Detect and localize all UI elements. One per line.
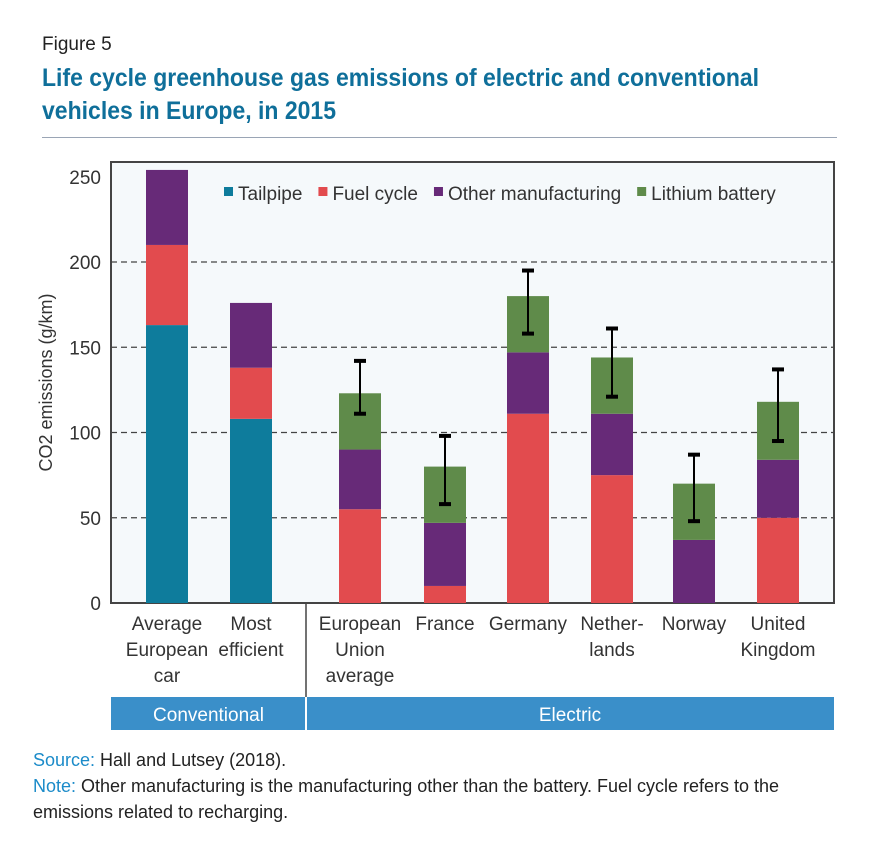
y-axis-label: CO2 emissions (g/km) bbox=[36, 293, 56, 471]
bar-other-manufacturing bbox=[591, 413, 633, 476]
error-bar-cap bbox=[606, 326, 618, 331]
legend-item: Tailpipe bbox=[238, 184, 302, 205]
bar-fuel-cycle bbox=[424, 585, 466, 603]
bar-fuel-cycle bbox=[507, 413, 549, 603]
bar-fuel-cycle bbox=[591, 475, 633, 603]
group-label-electric: Electric bbox=[539, 705, 601, 726]
category-label: Kingdom bbox=[741, 640, 816, 661]
y-tick-label: 50 bbox=[80, 509, 101, 530]
bar-other-manufacturing bbox=[339, 449, 381, 510]
error-bar-cap bbox=[772, 439, 784, 444]
category-label: car bbox=[154, 666, 181, 687]
group-band bbox=[111, 697, 834, 730]
y-tick-label: 150 bbox=[69, 338, 101, 359]
category-label: average bbox=[326, 666, 395, 687]
error-bar-cap bbox=[688, 452, 700, 457]
category-label: lands bbox=[589, 640, 634, 661]
error-bar-cap bbox=[606, 394, 618, 399]
bar-other-manufacturing bbox=[230, 302, 272, 368]
y-tick-label: 250 bbox=[69, 168, 101, 189]
y-tick-label: 100 bbox=[69, 424, 101, 445]
category-label: efficient bbox=[218, 640, 284, 661]
bar-fuel-cycle bbox=[757, 517, 799, 603]
legend-swatch bbox=[433, 187, 443, 196]
category-label: United bbox=[751, 614, 806, 635]
category-label: European bbox=[126, 640, 208, 661]
legend-swatch bbox=[318, 187, 328, 196]
figure-title: Life cycle greenhouse gas emissions of e… bbox=[42, 64, 760, 125]
error-bar-cap bbox=[439, 433, 451, 438]
category-label: Union bbox=[335, 640, 385, 661]
error-bar-cap bbox=[688, 519, 700, 524]
bar-fuel-cycle bbox=[339, 509, 381, 603]
source-label: Source: bbox=[33, 750, 96, 770]
bar-other-manufacturing bbox=[146, 169, 188, 245]
y-tick-label: 200 bbox=[69, 253, 101, 274]
note-text: Other manufacturing is the manufacturing… bbox=[33, 776, 780, 822]
title-divider bbox=[42, 137, 837, 138]
category-label: Most bbox=[230, 614, 272, 635]
bar-fuel-cycle bbox=[146, 244, 188, 326]
figure-label: Figure 5 bbox=[42, 34, 112, 55]
group-label-conventional: Conventional bbox=[153, 705, 264, 726]
bar-tailpipe bbox=[146, 325, 188, 603]
legend-item: Other manufacturing bbox=[448, 184, 621, 205]
note-label: Note: bbox=[33, 776, 77, 796]
legend-swatch bbox=[637, 187, 647, 196]
category-label: European bbox=[319, 614, 401, 635]
bar-other-manufacturing bbox=[507, 352, 549, 414]
error-bar-cap bbox=[522, 268, 534, 273]
bar-other-manufacturing bbox=[757, 459, 799, 518]
bar-tailpipe bbox=[230, 418, 272, 603]
source-text: Hall and Lutsey (2018). bbox=[95, 750, 287, 770]
source-notes: Source: Hall and Lutsey (2018). Note: Ot… bbox=[33, 747, 853, 825]
legend-item: Fuel cycle bbox=[332, 184, 418, 205]
plot-area bbox=[110, 161, 835, 604]
category-label: France bbox=[415, 614, 474, 635]
bar-fuel-cycle bbox=[230, 367, 272, 419]
bar-other-manufacturing bbox=[424, 522, 466, 586]
error-bar-cap bbox=[522, 331, 534, 336]
category-label: Germany bbox=[489, 614, 568, 635]
legend-swatch bbox=[224, 187, 233, 196]
category-label: Norway bbox=[662, 614, 727, 635]
y-tick-label: 0 bbox=[90, 594, 101, 615]
error-bar-cap bbox=[772, 367, 784, 372]
legend-item: Lithium battery bbox=[651, 184, 776, 205]
error-bar-cap bbox=[354, 358, 366, 363]
bar-other-manufacturing bbox=[673, 539, 715, 603]
error-bar-cap bbox=[439, 502, 451, 507]
error-bar-cap bbox=[354, 411, 366, 416]
category-label: Nether- bbox=[580, 614, 643, 635]
category-label: Average bbox=[132, 614, 202, 635]
